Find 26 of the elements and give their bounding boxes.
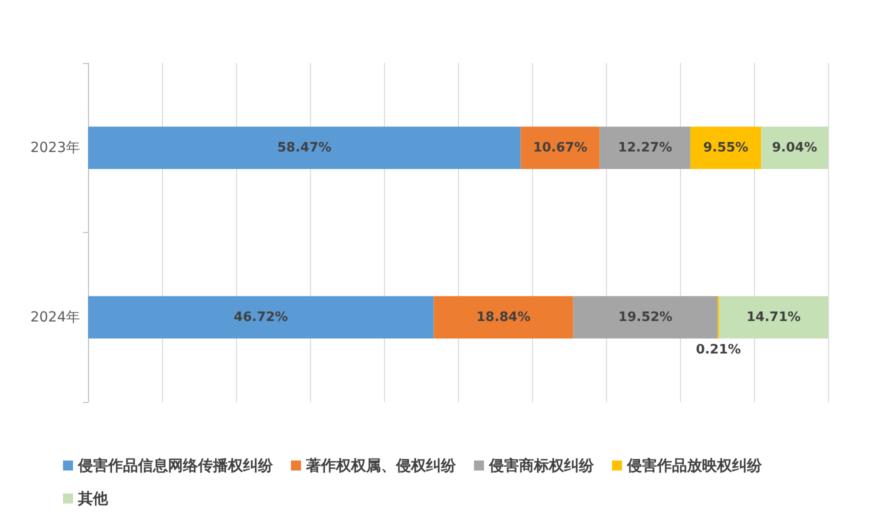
data-label: 19.52%: [618, 310, 672, 325]
data-label: 14.71%: [746, 310, 801, 325]
data-label: 9.55%: [703, 140, 748, 156]
legend-label: 其他: [77, 490, 109, 508]
data-label: 9.04%: [772, 140, 818, 156]
bar: [761, 126, 828, 169]
data-label: 58.47%: [277, 140, 332, 156]
legend-label: 著作权权属、侵权纠纷: [305, 456, 457, 474]
bar: [719, 296, 828, 338]
bar: [573, 296, 718, 338]
legend-label: 侵害作品信息网络传播权纠纷: [77, 456, 274, 474]
data-label: 12.27%: [618, 140, 672, 156]
y-tick-label: 2024年: [30, 309, 80, 326]
bar: [520, 126, 600, 169]
bar: [600, 126, 690, 169]
y-tick-label: 2023年: [30, 140, 80, 156]
bar: [690, 126, 762, 169]
bar: [88, 296, 434, 338]
data-label: 10.67%: [533, 140, 588, 156]
data-label: 46.72%: [234, 310, 288, 325]
legend-label: 侵害商标权纠纷: [488, 456, 595, 474]
data-label: 0.21%: [696, 342, 741, 358]
bar: [434, 296, 574, 338]
legend-label: 侵害作品放映权纠纷: [626, 456, 763, 474]
bar: [88, 126, 521, 169]
data-label: 18.84%: [476, 310, 531, 325]
